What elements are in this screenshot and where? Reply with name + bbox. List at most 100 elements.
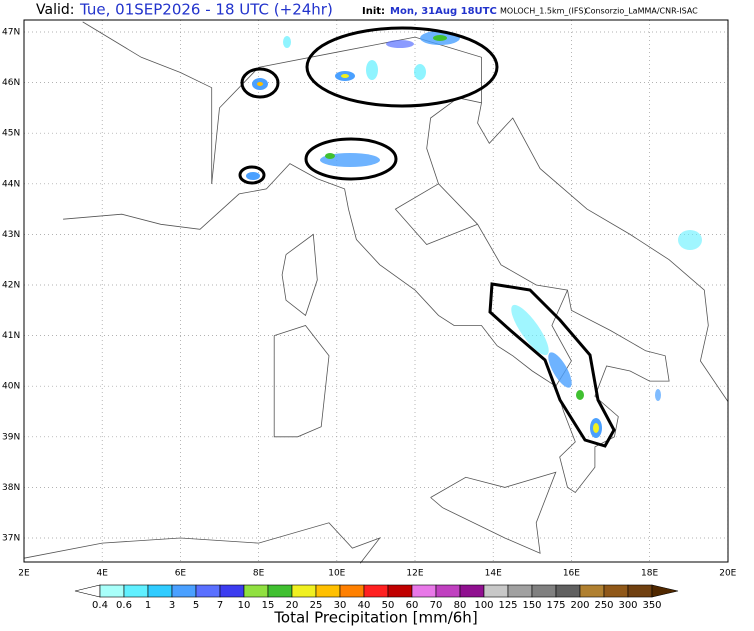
lon-label: 6E: [175, 569, 187, 579]
valid-time: Tue, 01SEP2026 - 18 UTC (+24hr): [79, 1, 333, 19]
rain-area: [246, 172, 260, 180]
map-frame: [23, 19, 729, 563]
colorbar-box: [483, 584, 509, 598]
lon-label: 20E: [719, 569, 736, 579]
colorbar-box: [555, 584, 581, 598]
colorbar-label: 50: [382, 600, 395, 611]
rain-area: [511, 304, 549, 356]
lon-label: 10E: [328, 569, 345, 579]
highlight-ring: [238, 165, 266, 185]
highlight-ring: [304, 137, 398, 181]
coastline: [63, 97, 729, 494]
rain-core: [433, 35, 447, 41]
annotations: [238, 26, 616, 448]
colorbar-box: [267, 584, 293, 598]
rain-core: [341, 74, 349, 78]
coastline: [273, 325, 330, 438]
rain-core: [257, 82, 263, 86]
lat-label: 37N: [2, 534, 20, 544]
colorbar-label: 150: [522, 600, 541, 611]
colorbar-box: [579, 584, 605, 598]
coastline: [430, 471, 557, 554]
colorbar-box: [531, 584, 557, 598]
highlight-ring: [488, 282, 616, 448]
colorbar-label: 0.6: [116, 600, 132, 611]
rain-area: [414, 64, 426, 80]
colorbar: 0.4 0.6 1 3 5 7 10 15 20 25 30 40 50 60 70 80 100 125 150 1…: [74, 584, 679, 611]
colorbar-box: [387, 584, 413, 598]
rain-area: [366, 60, 378, 80]
lon-label: 18E: [641, 569, 658, 579]
colorbar-arrow: [651, 584, 679, 598]
colorbar-label: 175: [546, 600, 565, 611]
coastline: [394, 183, 478, 245]
lat-label: 46N: [2, 78, 20, 88]
colorbar-label: 25: [310, 600, 323, 611]
colorbar-label: 5: [193, 600, 199, 611]
coastline: [211, 36, 482, 184]
colorbar-label: 10: [238, 600, 251, 611]
colorbar-box: [147, 584, 173, 598]
lon-label: 12E: [406, 569, 423, 579]
lat-label: 43N: [2, 230, 20, 240]
colorbar-label: 60: [406, 600, 419, 611]
rain-area: [678, 230, 702, 250]
colorbar-box: [435, 584, 461, 598]
colorbar-label: 1: [145, 600, 151, 611]
colorbar-label: 0.4: [92, 600, 108, 611]
colorbar-label: 125: [498, 600, 517, 611]
valid-label: Valid:: [36, 2, 74, 18]
rain-area: [548, 352, 572, 388]
producer: Consorzio_LaMMA/CNR-ISAC: [585, 7, 698, 16]
coastline: [23, 522, 381, 564]
colorbar-box: [339, 584, 365, 598]
colorbar-label: 7: [217, 600, 223, 611]
rain-core: [593, 423, 599, 433]
colorbar-label: 30: [334, 600, 347, 611]
colorbar-box: [123, 584, 149, 598]
coastline: [82, 21, 213, 184]
lat-label: 45N: [2, 129, 20, 139]
lon-label: 2E: [18, 569, 30, 579]
colorbar-box: [195, 584, 221, 598]
colorbar-box: [99, 584, 125, 598]
model-name: MOLOCH_1.5km_(IFS): [500, 7, 587, 16]
init-time: Mon, 31Aug 18UTC: [390, 6, 497, 17]
axis-labels: 47N 46N 45N 44N 43N 42N 41N 40N 39N 38N 37N 2E 4E 6E 8…: [2, 28, 737, 579]
lon-label: 4E: [96, 569, 108, 579]
lat-label: 42N: [2, 281, 20, 291]
colorbar-label: 15: [262, 600, 275, 611]
colorbar-label: 250: [594, 600, 613, 611]
colorbar-label: 200: [570, 600, 589, 611]
colorbar-label: 40: [358, 600, 371, 611]
coastline: [281, 233, 318, 317]
lon-label: 8E: [253, 569, 265, 579]
colorbar-box: [459, 584, 485, 598]
lon-label: 16E: [563, 569, 580, 579]
rain-area: [283, 36, 291, 48]
colorbar-box: [411, 584, 437, 598]
lat-label: 38N: [2, 483, 20, 493]
rain-area: [320, 153, 380, 167]
lat-label: 39N: [2, 432, 20, 442]
lat-label: 47N: [2, 28, 20, 38]
colorbar-label: 100: [474, 600, 493, 611]
colorbar-box: [363, 584, 389, 598]
lat-label: 41N: [2, 331, 20, 341]
colorbar-label: 3: [169, 600, 175, 611]
rain-area: [386, 40, 414, 48]
colorbar-title: Total Precipitation [mm/6h]: [273, 609, 477, 627]
colorbar-box: [603, 584, 629, 598]
rain-core: [576, 390, 584, 400]
colorbar-label: 80: [454, 600, 467, 611]
colorbar-box: [315, 584, 341, 598]
colorbar-box: [627, 584, 653, 598]
init-label: Init:: [362, 6, 385, 17]
colorbar-label: 20: [286, 600, 299, 611]
rain-area: [655, 389, 661, 401]
highlight-ring: [240, 67, 280, 99]
lat-label: 40N: [2, 382, 20, 392]
lat-label: 44N: [2, 179, 20, 189]
